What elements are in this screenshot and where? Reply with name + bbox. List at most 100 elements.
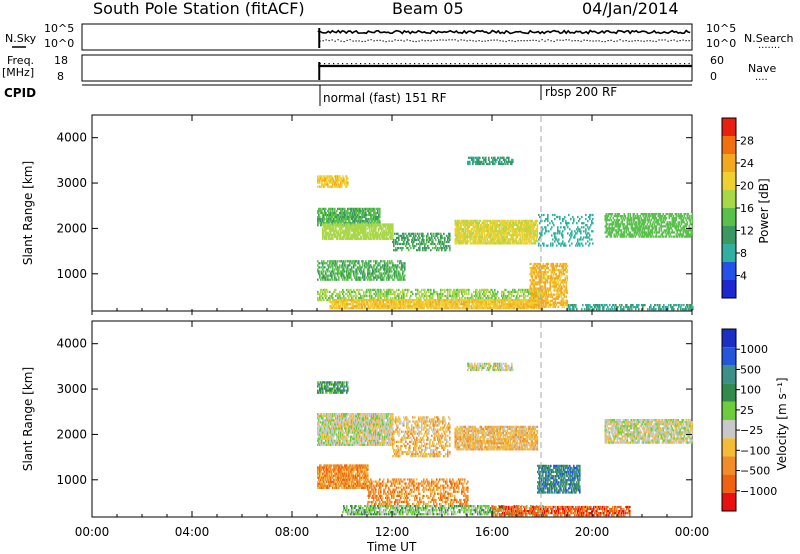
data-cell <box>370 288 372 291</box>
data-cell <box>560 244 562 247</box>
data-cell <box>332 222 334 225</box>
data-cell <box>332 209 334 212</box>
nsky-trace <box>317 28 693 48</box>
data-cell <box>452 299 455 302</box>
data-cell <box>430 249 432 252</box>
nsearch-dot <box>373 40 375 42</box>
data-cell <box>374 220 376 223</box>
data-cell <box>457 288 459 291</box>
data-cell <box>407 240 409 244</box>
data-cell <box>348 288 350 291</box>
data-cell <box>352 207 354 210</box>
data-cell <box>376 268 378 271</box>
data-cell <box>500 225 503 229</box>
nave-dot <box>351 63 353 65</box>
data-cell <box>350 222 352 225</box>
data-cell <box>319 179 321 182</box>
data-cell <box>329 218 331 221</box>
data-cell <box>335 260 337 263</box>
data-cell <box>325 235 327 238</box>
data-cell <box>375 220 377 223</box>
nave-dot <box>675 63 677 65</box>
data-cell <box>481 234 484 237</box>
data-cell <box>345 218 347 221</box>
data-cell <box>324 209 326 212</box>
data-cell <box>352 235 354 238</box>
data-cell <box>343 260 345 263</box>
data-cell <box>404 268 406 271</box>
data-cell <box>355 215 357 219</box>
data-cell <box>671 213 674 216</box>
data-cell <box>339 220 341 223</box>
data-cell <box>329 227 331 230</box>
data-cell <box>363 290 365 293</box>
data-cell <box>339 290 341 293</box>
data-cell <box>432 240 434 244</box>
data-cell <box>369 229 371 232</box>
data-cell <box>428 247 430 250</box>
data-cell <box>337 237 339 240</box>
data-cell <box>493 292 495 296</box>
data-cell <box>690 229 693 232</box>
nsearch-dot <box>559 39 561 41</box>
data-cell <box>567 232 569 235</box>
data-cell <box>665 233 668 236</box>
data-cell <box>486 221 489 224</box>
data-cell <box>335 266 337 269</box>
data-cell <box>390 233 392 236</box>
data-cell <box>363 307 366 310</box>
data-cell <box>653 231 656 234</box>
data-cell <box>400 274 402 277</box>
data-cell <box>321 270 323 273</box>
data-cell <box>580 236 582 239</box>
data-cell <box>327 231 329 234</box>
data-cell <box>361 213 363 217</box>
nsearch-dot <box>379 39 381 41</box>
data-cell <box>339 266 341 269</box>
data-cell <box>361 223 363 226</box>
data-cell <box>330 278 332 281</box>
data-cell <box>611 225 614 228</box>
data-cell <box>358 215 360 219</box>
data-cell <box>475 296 477 300</box>
data-cell <box>633 213 636 216</box>
data-cell <box>352 223 354 226</box>
data-cell <box>370 211 372 215</box>
data-cell <box>356 274 358 277</box>
data-cell <box>430 288 432 291</box>
data-cell <box>387 233 389 236</box>
data-cell <box>343 225 345 228</box>
data-cell <box>346 292 348 296</box>
data-cell <box>498 296 500 300</box>
data-cell <box>440 232 442 235</box>
data-cell <box>516 294 518 298</box>
nave-dot <box>535 63 537 65</box>
data-cell <box>361 307 364 310</box>
data-cell <box>332 207 334 210</box>
data-cell <box>330 207 332 210</box>
data-cell <box>444 236 446 239</box>
data-cell <box>394 292 396 296</box>
data-cell <box>445 249 447 252</box>
nsearch-dot <box>631 40 633 42</box>
data-cell <box>552 213 554 217</box>
data-cell <box>416 242 418 246</box>
data-cell <box>574 236 576 239</box>
data-cell <box>325 225 327 228</box>
data-cell <box>426 294 428 298</box>
data-cell <box>330 175 332 178</box>
data-cell <box>494 232 497 235</box>
data-cell <box>323 235 325 238</box>
nsearch-dot <box>571 40 573 42</box>
data-cell <box>394 294 396 298</box>
data-cell <box>437 242 439 246</box>
data-cell <box>655 217 658 220</box>
data-cell <box>495 296 497 300</box>
data-cell <box>561 232 563 235</box>
data-cell <box>487 288 489 291</box>
data-cell <box>409 303 412 306</box>
data-cell <box>331 211 333 215</box>
data-cell <box>379 220 381 223</box>
data-cell <box>430 294 432 298</box>
data-cell <box>374 211 376 215</box>
